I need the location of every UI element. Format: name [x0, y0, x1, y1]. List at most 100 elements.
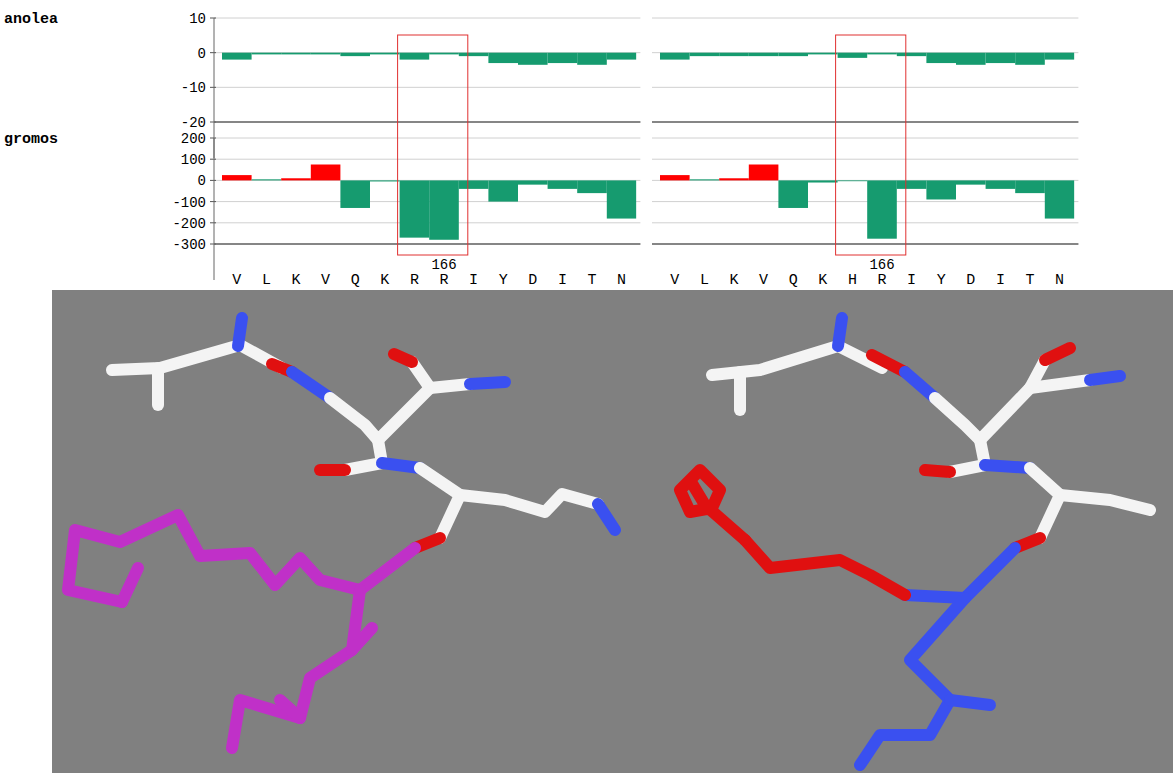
category-label: V	[759, 272, 768, 289]
category-label: L	[262, 272, 271, 289]
tick-mark	[210, 159, 216, 160]
bar	[778, 53, 808, 56]
bond-stick	[394, 354, 412, 362]
bar	[660, 53, 690, 60]
bond-stick	[430, 384, 470, 388]
bar	[690, 179, 720, 180]
bar	[222, 175, 252, 180]
bond-stick	[680, 470, 745, 540]
tick-label: 0	[198, 173, 206, 189]
grid-line	[652, 159, 1078, 160]
bar	[808, 180, 838, 182]
category-label: R	[439, 272, 448, 289]
category-label: I	[558, 272, 567, 289]
structure-view	[52, 290, 1173, 773]
bar	[607, 53, 637, 60]
bar	[459, 53, 489, 56]
grid-line	[214, 159, 640, 160]
bar	[749, 165, 779, 181]
category-label: K	[380, 272, 389, 289]
bar	[1045, 180, 1075, 218]
tick-label: 0	[198, 46, 206, 62]
bond-stick	[925, 470, 950, 472]
category-label: I	[469, 272, 478, 289]
grid-line	[652, 201, 1078, 202]
bar	[956, 180, 986, 184]
grid-line	[214, 18, 640, 19]
bar	[577, 53, 607, 65]
grid-line	[652, 18, 1078, 19]
bar	[548, 180, 578, 188]
tick-label: 100	[181, 152, 206, 168]
grid-line	[214, 122, 640, 123]
bar	[400, 53, 430, 60]
bar	[311, 53, 341, 55]
category-label: D	[528, 272, 537, 289]
grid-line	[214, 244, 640, 245]
bar	[370, 53, 400, 55]
category-label: D	[966, 272, 975, 289]
annotation: 166	[869, 257, 894, 273]
bar	[867, 180, 897, 238]
bar	[222, 53, 252, 60]
panel	[652, 18, 1078, 122]
tick-label: 200	[181, 131, 206, 147]
bar	[577, 180, 607, 193]
bars	[660, 53, 1074, 65]
tick-mark	[210, 52, 216, 53]
bond-stick	[280, 700, 300, 718]
bar	[340, 53, 370, 56]
bar	[281, 53, 311, 55]
bar	[838, 53, 868, 58]
grid-line	[652, 87, 1078, 88]
axis-line	[652, 121, 1078, 123]
bar	[429, 53, 459, 55]
tick-mark	[210, 201, 216, 202]
category-label: Q	[351, 272, 360, 289]
bar	[370, 180, 400, 181]
tick-mark	[210, 18, 216, 19]
bond-stick	[352, 628, 372, 650]
category-label: K	[291, 272, 300, 289]
grid-line	[652, 244, 1078, 245]
grid-line	[652, 122, 1078, 123]
grid-line	[652, 222, 1078, 223]
panel: VLKVQKHRIYDITN166	[652, 138, 1078, 289]
bar	[749, 53, 779, 56]
bar	[488, 53, 518, 63]
bar	[311, 165, 341, 181]
category-label: K	[729, 272, 738, 289]
axis-line	[652, 243, 1078, 245]
bond-stick	[292, 372, 330, 398]
category-label: Y	[499, 272, 508, 289]
annotation: 166	[431, 257, 456, 273]
bar	[518, 180, 548, 184]
panel-title: gromos	[4, 131, 58, 148]
category-label: T	[1025, 272, 1034, 289]
tick-label: 10	[189, 11, 206, 27]
bond-stick	[734, 372, 746, 410]
bar	[400, 180, 430, 237]
bond-stick	[460, 494, 598, 512]
structure-background	[52, 290, 1173, 773]
axis-line	[214, 121, 640, 123]
bond-stick	[1030, 468, 1060, 538]
bar	[660, 175, 690, 180]
axis-line	[214, 18, 215, 158]
bar	[607, 180, 637, 218]
tick-label: -200	[172, 216, 206, 232]
bar	[459, 180, 489, 188]
bond-stick	[330, 388, 430, 440]
bar	[808, 53, 838, 55]
bond-stick	[238, 318, 242, 346]
tick-mark	[210, 87, 216, 88]
category-label: L	[700, 272, 709, 289]
bar	[690, 53, 720, 56]
category-label: R	[877, 272, 886, 289]
tick-label: -20	[181, 115, 206, 131]
bar	[488, 180, 518, 201]
bond-stick	[1030, 380, 1090, 388]
category-label: I	[996, 272, 1005, 289]
grid-line	[214, 87, 640, 88]
category-label: V	[232, 272, 241, 289]
